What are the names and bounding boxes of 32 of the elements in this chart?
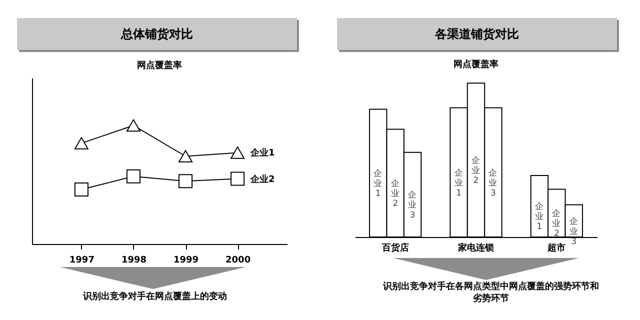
point [230, 146, 245, 159]
x-tick-label: 1998 [121, 256, 147, 266]
text: 企业2 [390, 179, 400, 210]
series-label: 企业1 [534, 201, 544, 232]
text: 企业3 [569, 216, 578, 247]
series-label: 企业2 [250, 174, 275, 185]
point [126, 119, 140, 132]
text: 企业1 [374, 169, 383, 200]
chart-title: 各渠道铺货对比 [337, 18, 617, 50]
chart-subtitle: 网点覆盖率 [454, 59, 498, 70]
x-tick-label: 百货店 [380, 242, 409, 254]
point [74, 182, 88, 196]
text: 企业2 [472, 156, 480, 186]
point [126, 169, 140, 184]
x-tick-label: 1997 [69, 256, 94, 266]
text: 企业1 [454, 168, 464, 198]
point [178, 174, 193, 188]
x-tick-label: 2000 [226, 256, 251, 266]
text: 企业3 [488, 168, 498, 198]
text: 识别出竞争对手在网点覆盖上的变动 [82, 291, 228, 303]
series-label: 企业2 [552, 208, 562, 240]
chart-subtitle: 网点覆盖率 [137, 60, 182, 71]
text: 识别出竞争对手在各网点类型中网点覆盖的强势环节和劣势环节 [382, 281, 600, 305]
point [230, 172, 245, 186]
x-tick-label: 家电连锁 [457, 242, 495, 254]
point [74, 137, 88, 150]
point [178, 150, 193, 162]
x-tick-label: 超市 [546, 242, 566, 254]
series-label: 企业3 [408, 190, 418, 221]
chart-title: 总体铺货对比 [17, 18, 297, 50]
x-tick-label: 1999 [173, 256, 199, 266]
series-label: 企业1 [250, 148, 275, 159]
